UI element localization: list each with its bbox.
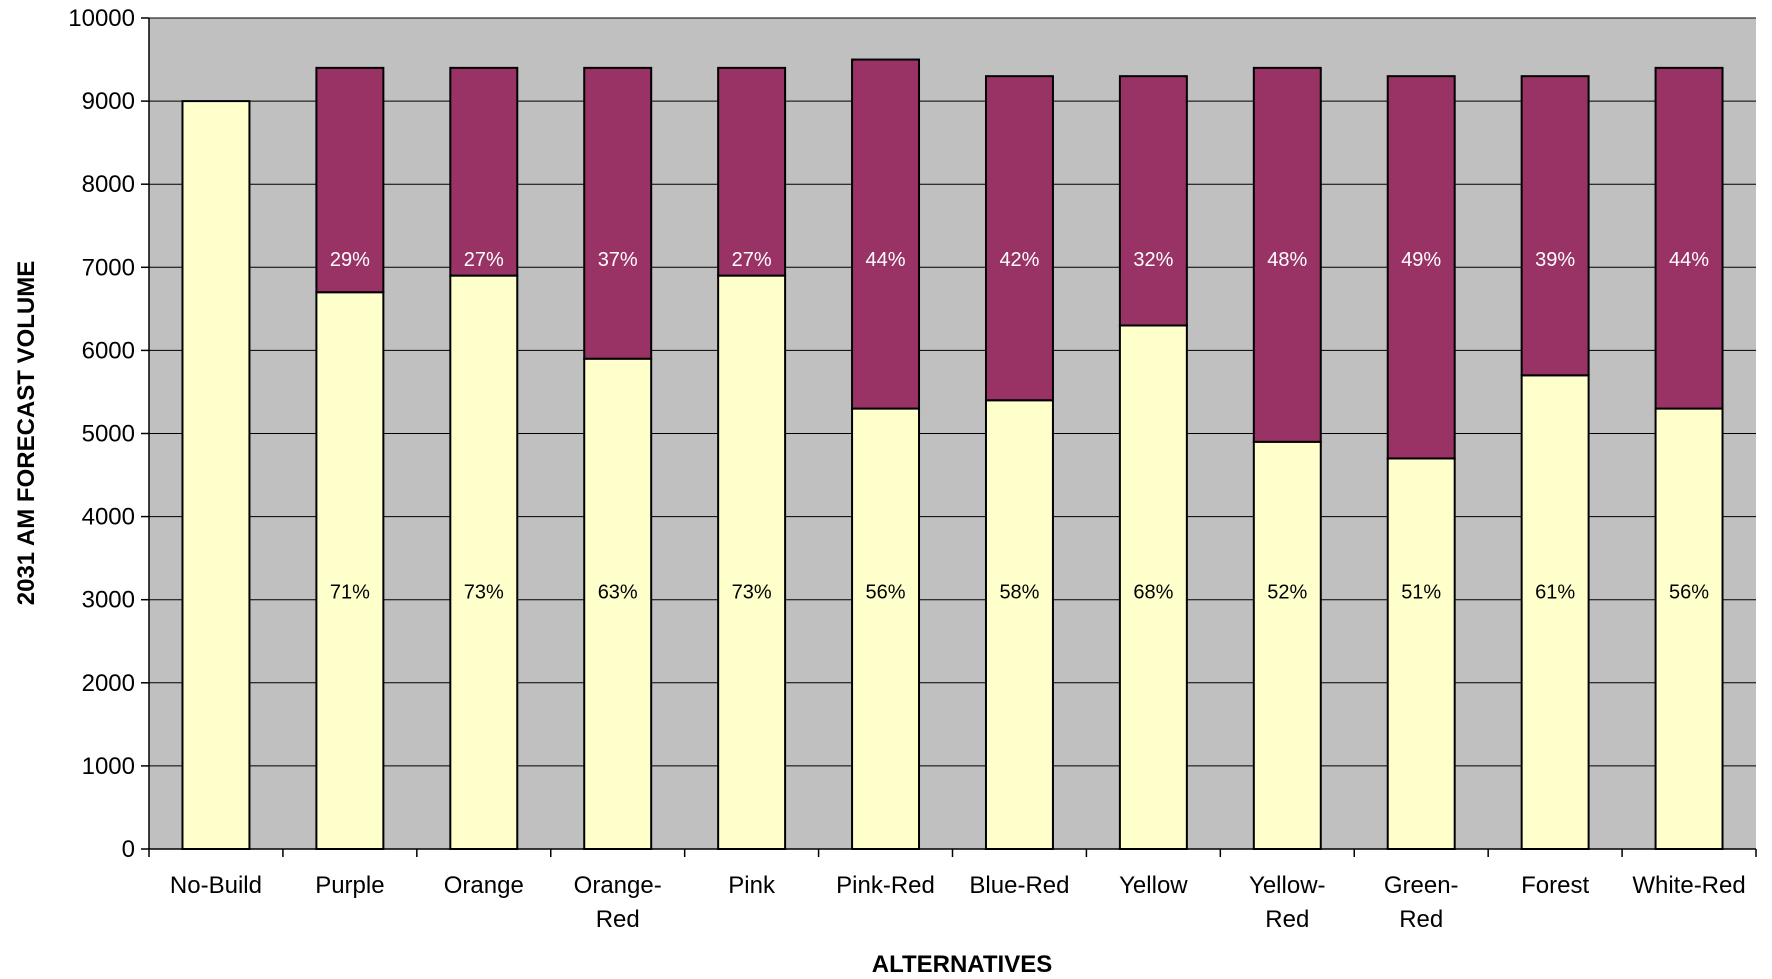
gridlines [149,17,1756,767]
bar-segment [315,66,385,294]
x-tick-label: Yellow- [1249,872,1326,899]
x-tick-label: Red [596,906,640,933]
x-tick-label: Forest [1521,872,1589,899]
bar-segment [1520,374,1590,850]
bar-segment [583,66,653,360]
bar-segment [1654,407,1724,850]
bar-segment [851,58,921,410]
x-tick-label: Purple [315,872,384,899]
bar-value-label: 32% [1133,249,1173,271]
y-tick-label: 0 [122,836,135,863]
bar-segment [1386,75,1456,460]
bar-value-label: 48% [1267,249,1307,271]
bar-value-label: 71% [330,581,370,603]
x-tick-label: Yellow [1119,872,1188,899]
bar-segment [315,291,385,851]
y-tick-label: 9000 [82,88,135,115]
bar-segment [1118,324,1188,851]
x-tick-label: Pink-Red [836,872,935,899]
y-tick-label: 7000 [82,254,135,281]
bar-segment [1252,440,1322,850]
bar-segment [1520,75,1590,377]
y-tick-label: 10000 [68,5,135,32]
bar-segment [1386,457,1456,850]
bar-value-label: 61% [1535,581,1575,603]
bar-labels: 71% 29% 73% 27% 63% 37% 73% 27% 56% 44% 58% 42% 68% 3… [330,249,1709,603]
bar-value-label: 27% [464,249,504,271]
bar-segment [984,399,1054,850]
x-tick-label: Red [1265,906,1309,933]
y-tick-label: 2000 [82,670,135,697]
bar-value-label: 49% [1401,249,1441,271]
y-tick-label: 4000 [82,504,135,531]
bar-value-label: 51% [1401,581,1441,603]
bar-value-label: 42% [999,249,1039,271]
x-tick-label: No-Build [170,872,262,899]
y-axis-title: 2031 AM FORECAST VOLUME [13,261,40,606]
x-tick-label: Red [1399,906,1443,933]
y-tick-label: 1000 [82,753,135,780]
bar-value-label: 27% [732,249,772,271]
bar-value-label: 52% [1267,581,1307,603]
bar-segment [984,75,1054,402]
y-tick-label: 3000 [82,587,135,614]
bar-value-label: 56% [1669,581,1709,603]
y-tick-label: 6000 [82,337,135,364]
x-tick-label: Blue-Red [969,872,1069,899]
bar-value-label: 73% [732,581,772,603]
y-axis-ticks: 0 1000 2000 3000 4000 5000 6000 7000 8000 9000 100… [68,5,149,863]
bar-value-label: 58% [999,581,1039,603]
x-tick-label: Orange [444,872,524,899]
bar-value-label: 44% [1669,249,1709,271]
x-axis-ticks: No-Build Purple Orange Orange- Red Pink Pink-R… [148,849,1757,933]
bar-segment [583,357,653,850]
y-tick-label: 8000 [82,171,135,198]
bar-segment [1654,66,1724,410]
bar-segment [717,66,787,277]
bar-segment [449,274,519,850]
bar-segment [449,66,519,277]
bar-segment [1118,75,1188,327]
bar-value-label: 37% [598,249,638,271]
y-tick-label: 5000 [82,421,135,448]
x-tick-label: White-Red [1632,872,1745,899]
bar-segment [851,407,921,850]
bars [181,58,1724,851]
bar-segment [717,274,787,850]
bar-value-label: 39% [1535,249,1575,271]
bar-segment [181,100,251,851]
bar-value-label: 29% [330,249,370,271]
bar-value-label: 68% [1133,581,1173,603]
bar-value-label: 56% [866,581,906,603]
x-axis-title: ALTERNATIVES [872,951,1052,978]
bar-value-label: 63% [598,581,638,603]
x-tick-label: Green- [1384,872,1459,899]
bar-segment [1252,66,1322,443]
x-tick-label: Orange- [574,872,662,899]
bar-value-label: 44% [866,249,906,271]
bar-value-label: 73% [464,581,504,603]
x-tick-label: Pink [728,872,776,899]
